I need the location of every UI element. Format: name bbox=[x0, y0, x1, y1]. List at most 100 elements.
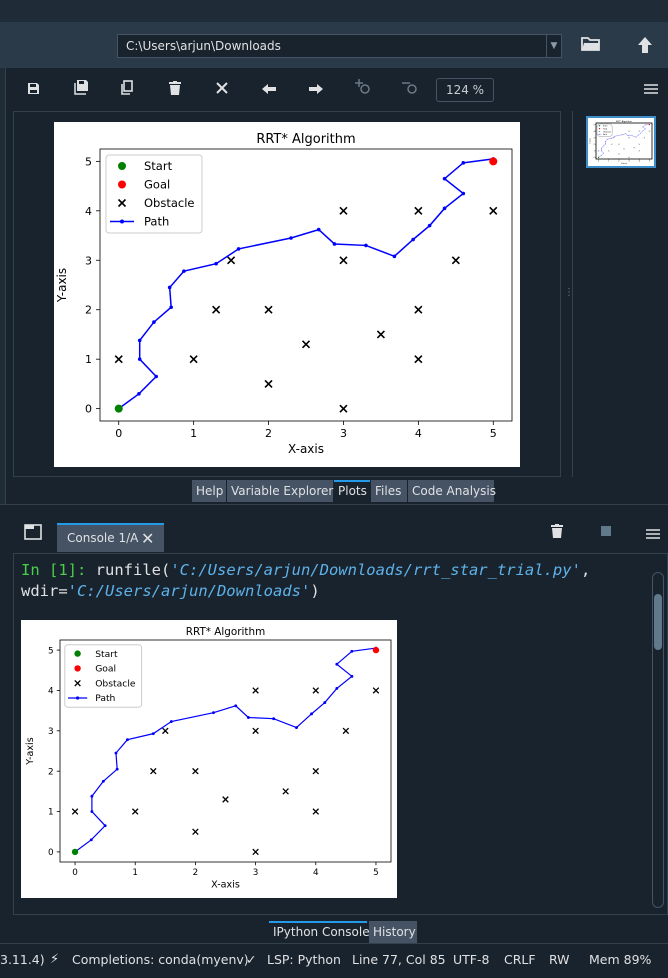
obstacle-marker bbox=[162, 727, 169, 735]
obstacle-marker bbox=[282, 788, 289, 795]
path-point bbox=[614, 135, 616, 137]
plots-toolbar bbox=[10, 72, 668, 108]
obstacle-marker bbox=[414, 355, 423, 364]
folder-open-icon[interactable] bbox=[578, 36, 604, 58]
tab-help[interactable]: Help bbox=[192, 480, 226, 502]
trash-icon[interactable] bbox=[162, 72, 188, 108]
zoom-out-icon[interactable] bbox=[397, 72, 423, 108]
window-icon[interactable] bbox=[24, 524, 44, 544]
path-point bbox=[169, 305, 173, 310]
completions-status: Completions: conda(myenv) bbox=[72, 952, 249, 967]
y-axis-label: Y-axis bbox=[25, 737, 36, 765]
close-paren: ) bbox=[310, 582, 320, 600]
y-tick-label: 0 bbox=[594, 157, 595, 159]
axes-frame bbox=[99, 148, 513, 422]
splitter[interactable] bbox=[0, 68, 6, 504]
close-icon[interactable]: ✕ bbox=[141, 529, 155, 548]
obstacle-marker bbox=[252, 727, 259, 735]
obstacle-marker bbox=[252, 687, 259, 694]
line-ending: CRLF bbox=[504, 952, 536, 967]
x-tick-label: 4 bbox=[313, 868, 319, 878]
arrow-left-icon[interactable] bbox=[256, 72, 282, 108]
obstacle-marker bbox=[339, 206, 348, 215]
path-point bbox=[169, 720, 173, 723]
legend-label: Obstacle bbox=[144, 196, 195, 210]
path-point bbox=[335, 662, 339, 666]
path-point bbox=[642, 126, 644, 128]
start-marker bbox=[114, 404, 123, 413]
command-text: runfile( bbox=[95, 561, 171, 579]
zoom-in-icon[interactable] bbox=[350, 72, 376, 108]
copy-icon[interactable] bbox=[114, 72, 140, 108]
splitter-handle[interactable]: ⋮ bbox=[564, 287, 574, 301]
legend-obstacle-marker bbox=[74, 679, 81, 687]
path-point bbox=[625, 133, 627, 134]
x-axis-label: X-axis bbox=[288, 442, 324, 456]
path-point bbox=[442, 176, 447, 181]
legend-start-marker bbox=[118, 162, 126, 170]
tab-ipython-console[interactable]: IPython Console bbox=[269, 921, 370, 943]
x-tick-label: 5 bbox=[373, 868, 379, 878]
obstacle-marker bbox=[312, 687, 320, 694]
obstacle-marker bbox=[643, 137, 646, 139]
arrow-up-icon[interactable] bbox=[632, 36, 658, 58]
splitter[interactable] bbox=[0, 504, 668, 519]
path-point bbox=[621, 134, 623, 136]
legend-label: Goal bbox=[144, 178, 170, 192]
legend-start-marker bbox=[598, 125, 601, 127]
path-point bbox=[101, 779, 105, 783]
obstacle-marker bbox=[638, 130, 640, 132]
stop-icon[interactable] bbox=[601, 526, 611, 536]
path-point bbox=[90, 810, 94, 813]
path-point bbox=[323, 701, 327, 705]
obstacle-marker bbox=[372, 687, 380, 694]
cursor-position: Line 77, Col 85 bbox=[352, 952, 446, 967]
tab-plots[interactable]: Plots bbox=[334, 480, 370, 502]
path-point bbox=[631, 135, 633, 137]
menu-icon[interactable] bbox=[646, 525, 662, 539]
y-tick-label: 4 bbox=[594, 131, 596, 133]
y-tick-label: 0 bbox=[85, 403, 92, 416]
path-point bbox=[607, 138, 608, 140]
command-arg: 'C:/Users/arjun/Downloads/rrt_star_trial… bbox=[170, 561, 581, 579]
path-point bbox=[214, 261, 218, 266]
y-axis-label: Y-axis bbox=[590, 138, 592, 143]
tab-code-analysis[interactable]: Code Analysis bbox=[408, 480, 496, 502]
legend-obstacle-marker bbox=[598, 130, 601, 133]
console-scrollbar[interactable] bbox=[652, 572, 664, 908]
legend-label: Start bbox=[144, 159, 173, 173]
tab-files[interactable]: Files bbox=[371, 480, 407, 502]
legend-label: Goal bbox=[603, 128, 608, 130]
x-axis-label: X-axis bbox=[621, 163, 627, 165]
obstacle-marker bbox=[114, 355, 123, 364]
y-tick-label: 0 bbox=[48, 848, 54, 858]
wdir-label: wdir= bbox=[21, 582, 68, 600]
path-point bbox=[89, 838, 93, 842]
save-all-icon[interactable] bbox=[68, 72, 94, 108]
arrow-right-icon[interactable] bbox=[303, 72, 329, 108]
obstacle-marker bbox=[131, 808, 139, 815]
console-tab[interactable]: Console 1/A ✕ bbox=[57, 523, 164, 552]
save-icon[interactable] bbox=[20, 72, 46, 108]
trash-icon[interactable] bbox=[551, 523, 569, 541]
path-point bbox=[638, 134, 639, 136]
obstacle-marker bbox=[414, 206, 423, 215]
path-point bbox=[335, 686, 339, 690]
y-tick-label: 2 bbox=[85, 304, 92, 317]
chevron-down-icon[interactable]: ▼ bbox=[546, 35, 561, 57]
tab-history[interactable]: History bbox=[369, 921, 417, 943]
working-directory-combo[interactable]: C:\Users\arjun\Downloads ▼ bbox=[117, 34, 562, 58]
menu-icon[interactable] bbox=[638, 72, 664, 108]
x-tick-label: 1 bbox=[132, 868, 138, 878]
obstacle-marker bbox=[264, 305, 273, 314]
remove-all-icon[interactable] bbox=[209, 72, 235, 108]
thumbnail-panel bbox=[572, 111, 668, 477]
scrollbar-handle[interactable] bbox=[654, 594, 662, 650]
tab-variable-explorer[interactable]: Variable Explorer bbox=[227, 480, 333, 502]
legend-path-point bbox=[76, 696, 80, 700]
zoom-level[interactable]: 124 % bbox=[436, 78, 494, 102]
obstacle-marker bbox=[623, 148, 625, 150]
y-tick-label: 5 bbox=[594, 124, 595, 126]
plot-thumbnail[interactable]: RRT* Algorithm 0 1 2 3 4 5 0 1 2 3 4 5 X-axis Y-axis St… bbox=[586, 116, 656, 168]
path-point bbox=[601, 150, 602, 152]
